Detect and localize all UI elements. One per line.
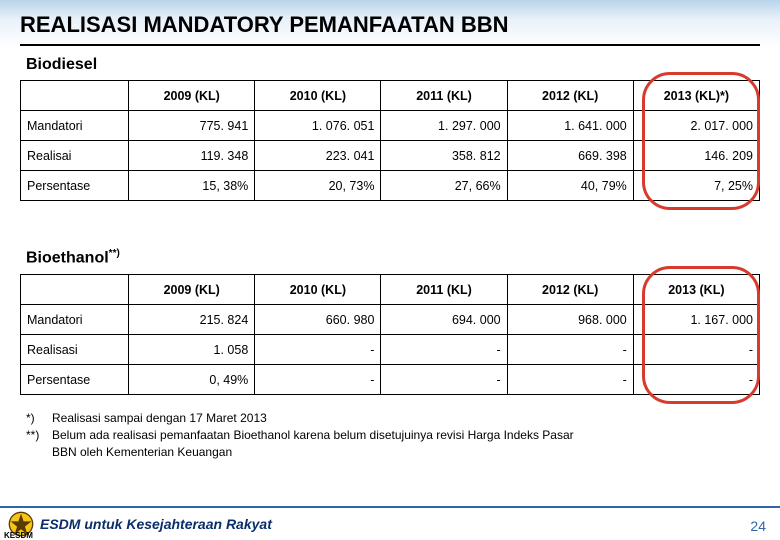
col-header: 2009 (KL)	[129, 275, 255, 305]
col-header: 2009 (KL)	[129, 81, 255, 111]
col-header: 2010 (KL)	[255, 275, 381, 305]
table-bioethanol: 2009 (KL) 2010 (KL) 2011 (KL) 2012 (KL) …	[20, 274, 760, 395]
cell: 1. 167. 000	[633, 305, 759, 335]
cell: 146. 209	[633, 141, 759, 171]
row-label: Mandatori	[21, 305, 129, 335]
cell: 223. 041	[255, 141, 381, 171]
table-row: Realisasi 1. 058 - - - -	[21, 335, 760, 365]
footnote-mark	[26, 444, 52, 461]
cell: 1. 076. 051	[255, 111, 381, 141]
row-label: Persentase	[21, 171, 129, 201]
cell: -	[507, 335, 633, 365]
cell: 968. 000	[507, 305, 633, 335]
footer-bar: ESDM untuk Kesejahteraan Rakyat 24	[0, 506, 780, 540]
section-label-sup: **)	[109, 248, 120, 259]
cell: 660. 980	[255, 305, 381, 335]
footnote-text: BBN oleh Kementerian Keuangan	[52, 444, 232, 461]
col-header: 2012 (KL)	[507, 275, 633, 305]
footnote-row: BBN oleh Kementerian Keuangan	[26, 444, 746, 461]
page-number: 24	[750, 518, 766, 534]
cell: 358. 812	[381, 141, 507, 171]
row-label: Persentase	[21, 365, 129, 395]
cell: -	[381, 365, 507, 395]
col-header: 2011 (KL)	[381, 275, 507, 305]
footer-text: ESDM untuk Kesejahteraan Rakyat	[40, 516, 272, 532]
table-biodiesel: 2009 (KL) 2010 (KL) 2011 (KL) 2012 (KL) …	[20, 80, 760, 201]
cell: 15, 38%	[129, 171, 255, 201]
col-header: 2012 (KL)	[507, 81, 633, 111]
title-underline	[20, 44, 760, 46]
col-header: 2010 (KL)	[255, 81, 381, 111]
cell: 694. 000	[381, 305, 507, 335]
col-header: 2013 (KL)	[633, 275, 759, 305]
cell: 27, 66%	[381, 171, 507, 201]
cell: -	[633, 365, 759, 395]
header-blank	[21, 81, 129, 111]
table-row: Persentase 15, 38% 20, 73% 27, 66% 40, 7…	[21, 171, 760, 201]
table-row: Mandatori 775. 941 1. 076. 051 1. 297. 0…	[21, 111, 760, 141]
table-row: Realisai 119. 348 223. 041 358. 812 669.…	[21, 141, 760, 171]
section-label-text: Bioethanol	[26, 249, 109, 266]
cell: -	[381, 335, 507, 365]
cell: 215. 824	[129, 305, 255, 335]
table-header-row: 2009 (KL) 2010 (KL) 2011 (KL) 2012 (KL) …	[21, 275, 760, 305]
cell: -	[255, 335, 381, 365]
row-label: Realisai	[21, 141, 129, 171]
cell: -	[255, 365, 381, 395]
cell: 669. 398	[507, 141, 633, 171]
table-header-row: 2009 (KL) 2010 (KL) 2011 (KL) 2012 (KL) …	[21, 81, 760, 111]
col-header: 2013 (KL)*)	[633, 81, 759, 111]
kesdm-label: KESDM	[4, 531, 33, 540]
cell: 7, 25%	[633, 171, 759, 201]
table-row: Mandatori 215. 824 660. 980 694. 000 968…	[21, 305, 760, 335]
cell: 2. 017. 000	[633, 111, 759, 141]
footnote-text: Realisasi sampai dengan 17 Maret 2013	[52, 410, 267, 427]
cell: -	[633, 335, 759, 365]
header-blank	[21, 275, 129, 305]
section-bioethanol: Bioethanol**)	[26, 248, 120, 267]
cell: 119. 348	[129, 141, 255, 171]
page-title: REALISASI MANDATORY PEMANFAATAN BBN	[20, 12, 509, 38]
cell: -	[507, 365, 633, 395]
cell: 1. 297. 000	[381, 111, 507, 141]
col-header: 2011 (KL)	[381, 81, 507, 111]
section-biodiesel: Biodiesel	[26, 56, 97, 74]
footnote-row: **) Belum ada realisasi pemanfaatan Bioe…	[26, 427, 746, 444]
cell: 1. 058	[129, 335, 255, 365]
footnote-mark: **)	[26, 427, 52, 444]
cell: 775. 941	[129, 111, 255, 141]
cell: 20, 73%	[255, 171, 381, 201]
cell: 1. 641. 000	[507, 111, 633, 141]
footnote-text: Belum ada realisasi pemanfaatan Bioethan…	[52, 427, 574, 444]
row-label: Realisasi	[21, 335, 129, 365]
row-label: Mandatori	[21, 111, 129, 141]
footnote-row: *) Realisasi sampai dengan 17 Maret 2013	[26, 410, 746, 427]
slide: REALISASI MANDATORY PEMANFAATAN BBN Biod…	[0, 0, 780, 540]
footnotes: *) Realisasi sampai dengan 17 Maret 2013…	[26, 410, 746, 460]
cell: 40, 79%	[507, 171, 633, 201]
table-row: Persentase 0, 49% - - - -	[21, 365, 760, 395]
cell: 0, 49%	[129, 365, 255, 395]
footnote-mark: *)	[26, 410, 52, 427]
